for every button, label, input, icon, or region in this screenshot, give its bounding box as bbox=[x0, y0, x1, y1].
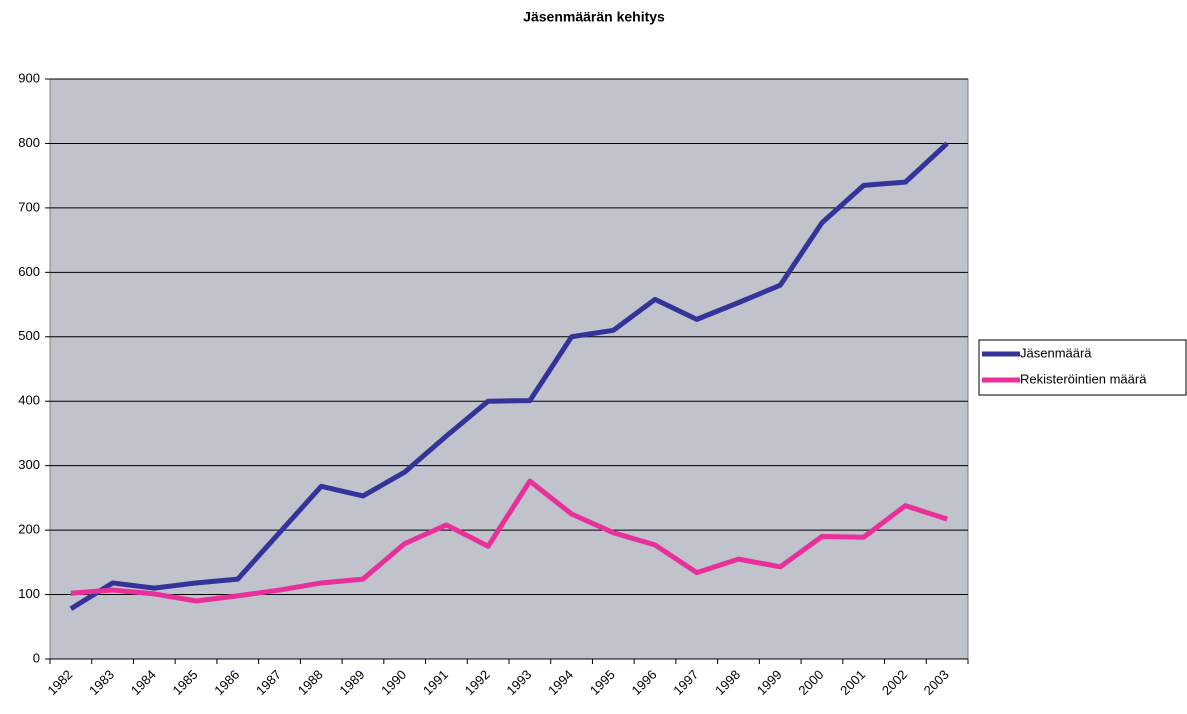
x-tick-label: 1999 bbox=[754, 667, 785, 698]
x-tick-label: 1995 bbox=[587, 667, 618, 698]
x-tick-label: 1987 bbox=[253, 667, 284, 698]
x-tick-label: 1988 bbox=[295, 667, 326, 698]
y-tick-label: 800 bbox=[18, 135, 40, 150]
legend-label: Rekisteröintien määrä bbox=[1020, 371, 1147, 386]
x-tick-label: 2002 bbox=[879, 667, 910, 698]
y-tick-label: 400 bbox=[18, 393, 40, 408]
x-tick-label: 1989 bbox=[336, 667, 367, 698]
x-tick-label: 1998 bbox=[712, 667, 743, 698]
x-tick-label: 1997 bbox=[670, 667, 701, 698]
x-tick-label: 2003 bbox=[921, 667, 952, 698]
y-tick-label: 500 bbox=[18, 328, 40, 343]
y-tick-label: 900 bbox=[18, 70, 40, 85]
y-tick-label: 100 bbox=[18, 586, 40, 601]
x-tick-label: 1992 bbox=[462, 667, 493, 698]
x-tick-label: 2001 bbox=[837, 667, 868, 698]
y-tick-label: 700 bbox=[18, 199, 40, 214]
x-tick-label: 1984 bbox=[128, 667, 159, 698]
x-tick-label: 1985 bbox=[170, 667, 201, 698]
legend-label: Jäsenmäärä bbox=[1020, 345, 1092, 360]
chart-title: Jäsenmäärän kehitys bbox=[523, 9, 665, 25]
x-tick-label: 1983 bbox=[86, 667, 117, 698]
x-tick-label: 1994 bbox=[545, 667, 576, 698]
x-tick-label: 1990 bbox=[378, 667, 409, 698]
series-line bbox=[70, 478, 948, 604]
x-tick-label: 1991 bbox=[420, 667, 451, 698]
x-tick-label: 1996 bbox=[629, 667, 660, 698]
y-tick-label: 200 bbox=[18, 522, 40, 537]
x-tick-label: 1982 bbox=[44, 667, 75, 698]
y-tick-label: 600 bbox=[18, 264, 40, 279]
x-tick-label: 1986 bbox=[211, 667, 242, 698]
y-tick-label: 0 bbox=[33, 650, 40, 665]
legend-box bbox=[978, 339, 1187, 396]
series-line bbox=[69, 141, 949, 611]
x-tick-label: 1993 bbox=[503, 667, 534, 698]
x-tick-label: 2000 bbox=[795, 667, 826, 698]
plot-area bbox=[49, 78, 969, 660]
y-tick-label: 300 bbox=[18, 457, 40, 472]
